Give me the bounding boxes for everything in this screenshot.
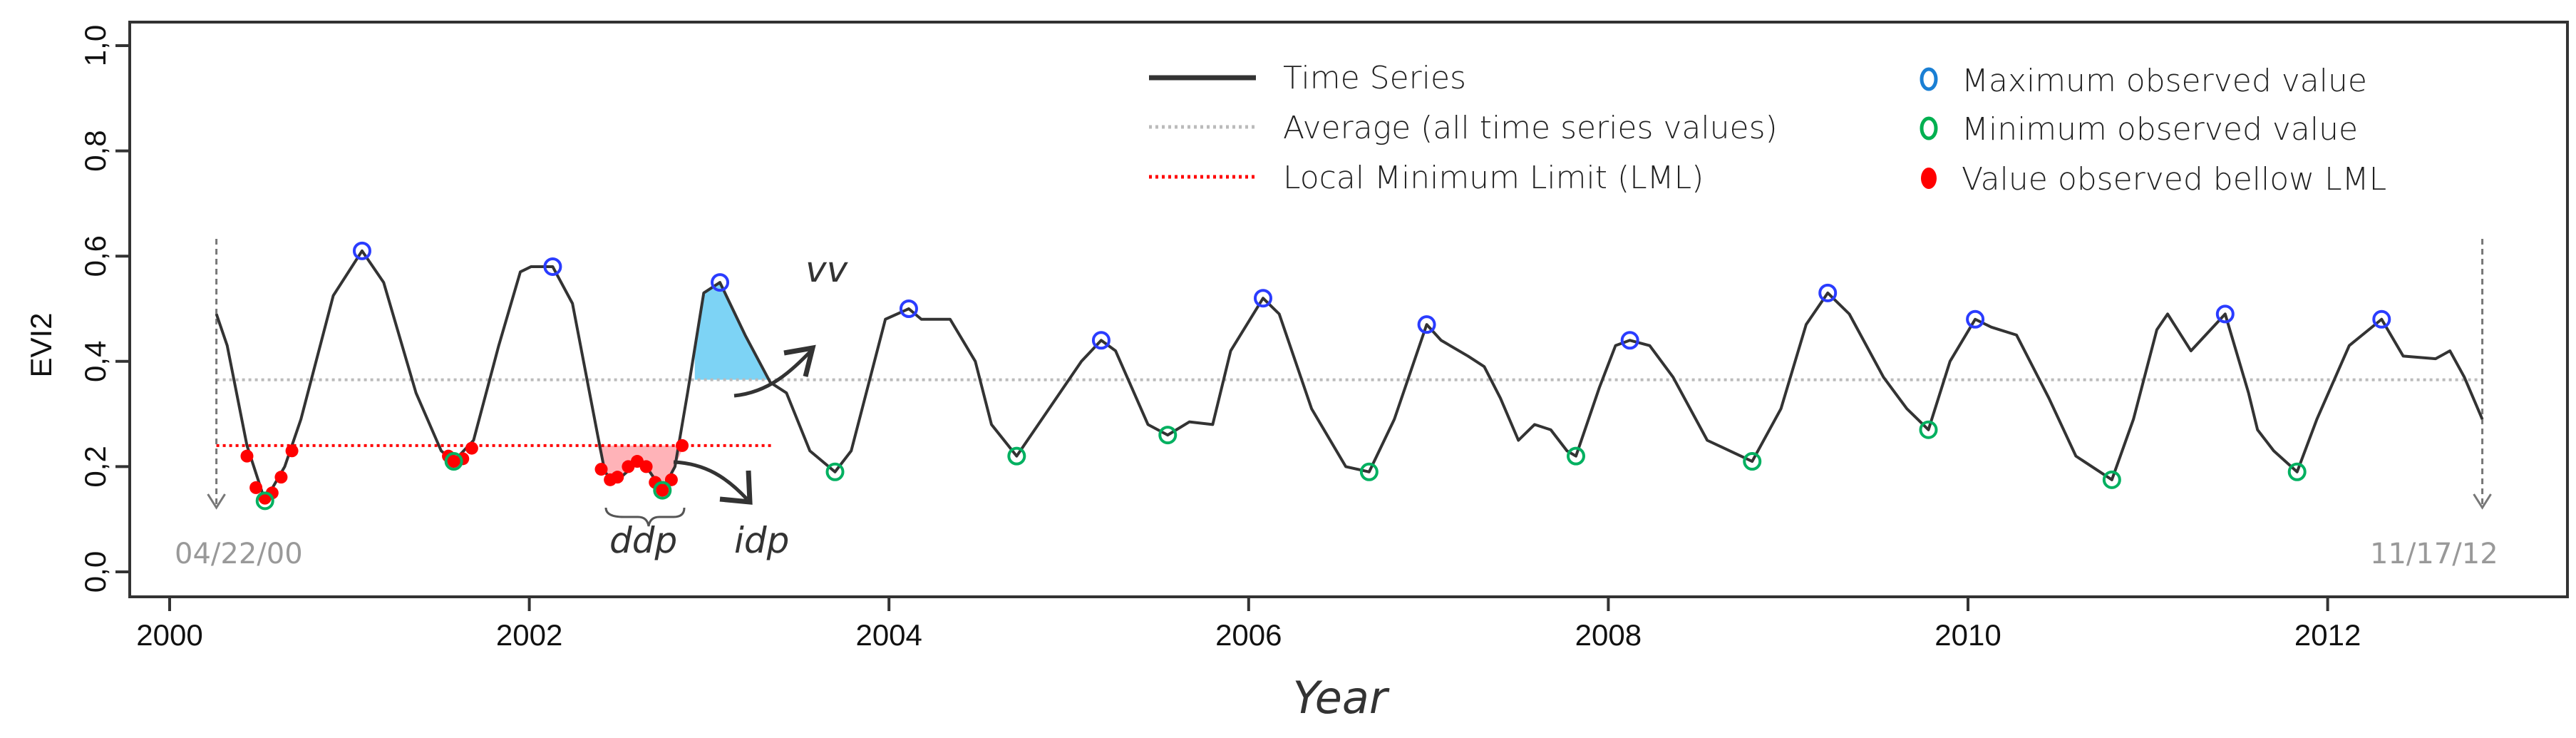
maximum-point: [2215, 304, 2235, 324]
below-lml-point: [676, 439, 689, 452]
ddp-label: ddp: [609, 520, 677, 561]
y-tick-label: 0,6: [78, 235, 112, 277]
vv-label: vv: [805, 249, 849, 290]
vv-arrow-head: [783, 344, 816, 377]
below-lml-point: [265, 486, 279, 500]
legend-max-icon: [1920, 67, 1938, 91]
start-date-label: 04/22/00: [175, 538, 303, 570]
minimum-point: [1919, 420, 1938, 439]
maximum-point: [1620, 331, 1639, 350]
minimum-point: [1743, 452, 1762, 471]
x-tick-label: 2002: [496, 618, 562, 652]
minimum-point: [1359, 462, 1379, 481]
minimum-point: [2287, 462, 2307, 481]
y-axis-label: EVI2: [24, 312, 58, 377]
below-lml-point: [639, 460, 653, 473]
x-tick-label: 2010: [1934, 618, 2001, 652]
minimum-point: [1566, 446, 1585, 466]
x-tick-label: 2000: [136, 618, 202, 652]
x-tick-label: 2008: [1575, 618, 1642, 652]
maximum-point: [1417, 315, 1436, 334]
idp-label: idp: [734, 520, 789, 561]
y-tick-label: 0,2: [78, 446, 112, 487]
vv-arrow: [733, 349, 813, 398]
legend-label-time-series: Time Series: [1283, 60, 1466, 96]
y-tick-label: 0,8: [78, 130, 112, 171]
below-lml-point: [240, 449, 254, 463]
minimum-point: [255, 491, 274, 511]
maximum-point: [899, 299, 918, 318]
legend-label-max: Maximum observed value: [1962, 63, 2367, 99]
maximum-point: [1818, 283, 1838, 302]
minimum-point: [2102, 470, 2121, 489]
minimum-point: [653, 481, 672, 500]
idp-arrow-head: [719, 470, 753, 505]
idp-arrow: [673, 460, 748, 501]
minimum-point: [444, 452, 463, 471]
plot-frame: [128, 21, 2569, 598]
end-arrow-icon: [2473, 493, 2492, 510]
below-lml-point: [594, 463, 608, 476]
x-tick-label: 2006: [1215, 618, 1282, 652]
legend-label-min: Minimum observed value: [1962, 111, 2358, 148]
below-lml-point: [611, 471, 624, 484]
minimum-point: [1007, 446, 1026, 466]
legend-label-average: Average (all time series values): [1283, 110, 1778, 146]
maximum-point: [2372, 309, 2391, 329]
legend-label-below-lml: Value observed bellow LML: [1962, 161, 2386, 198]
x-tick-label: 2004: [855, 618, 922, 652]
maximum-point: [543, 257, 562, 276]
end-date-label: 11/17/12: [2370, 538, 2498, 570]
minimum-point: [1158, 426, 1178, 445]
below-lml-point: [664, 473, 678, 486]
y-tick-label: 0,4: [78, 341, 112, 382]
vv-area: [694, 282, 778, 380]
below-lml-point: [656, 483, 669, 497]
maximum-point: [1966, 309, 1985, 329]
below-lml-point: [249, 481, 263, 494]
below-lml-point: [465, 441, 478, 455]
minimum-point: [825, 462, 845, 481]
legend-label-lml: Local Minimum Limit (LML): [1283, 160, 1704, 196]
y-tick-label: 0,0: [78, 551, 112, 593]
maximum-point: [352, 241, 371, 260]
below-lml-point: [285, 444, 299, 458]
legend-min-icon: [1920, 116, 1938, 140]
x-axis-label: Year: [1293, 672, 1390, 724]
y-tick-label: 1,0: [78, 25, 112, 66]
legend-below-lml-icon: [1921, 168, 1937, 189]
legend: Time Series Average (all time series val…: [1149, 60, 2386, 198]
start-arrow-icon: [207, 493, 226, 510]
below-lml-point: [274, 471, 288, 484]
x-tick-label: 2012: [2294, 618, 2361, 652]
maximum-point: [1091, 331, 1111, 350]
maximum-point: [1253, 289, 1272, 308]
ddp-brace: [604, 507, 686, 527]
time-series-line: [215, 249, 2484, 503]
maximum-point: [711, 273, 730, 292]
